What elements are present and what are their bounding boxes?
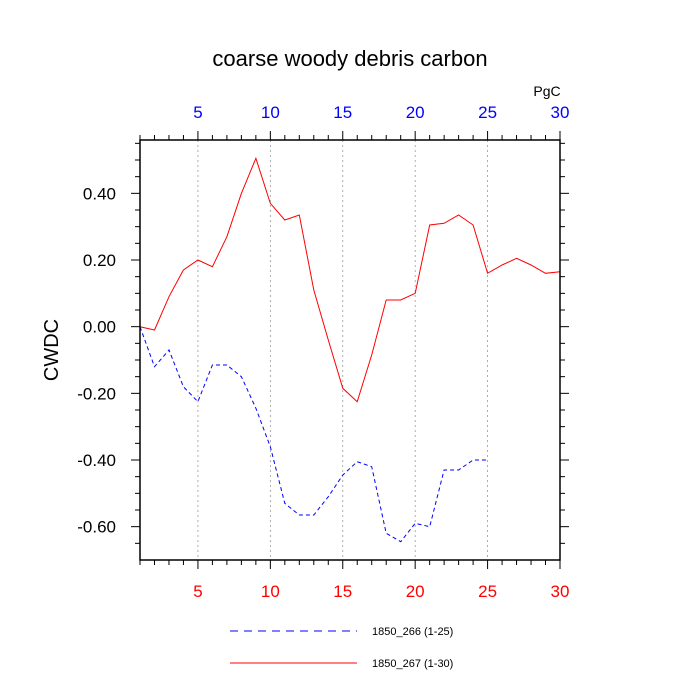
x-tick-label-top: 25 [478,103,497,122]
x-tick-label-bottom: 30 [551,582,570,601]
x-tick-label-top: 30 [551,103,570,122]
y-tick-label: 0.00 [83,318,116,337]
x-tick-label-bottom: 25 [478,582,497,601]
series-line [139,326,488,543]
x-tick-label-top: 5 [193,103,202,122]
y-tick-label: -0.60 [77,518,116,537]
legend-label: 1850_267 (1-30) [372,658,453,670]
chart-title: coarse woody debris carbon [212,46,487,71]
plot-series [139,156,561,543]
grid [197,140,488,560]
x-tick-label-bottom: 15 [333,582,352,601]
y-tick-label: -0.20 [77,384,116,403]
legend: 1850_266 (1-25) 1850_267 (1-30) [230,626,453,670]
x-tick-label-bottom: 5 [193,582,202,601]
series-line [139,156,561,403]
units-label: PgC [533,83,560,99]
y-axis-label: CWDC [41,319,63,381]
plot-frame [139,139,561,561]
x-tick-label-bottom: 20 [406,582,425,601]
y-tick-label: 0.20 [83,251,116,270]
y-tick-label: 0.40 [83,184,116,203]
x-tick-label-bottom: 10 [261,582,280,601]
axis-ticks [131,131,569,569]
x-tick-label-top: 10 [261,103,280,122]
legend-label: 1850_266 (1-25) [372,626,453,638]
tick-labels: 5 10 15 20 25 30 5 10 15 20 25 30 0.40 0.20 0.00 -0.20 -… [77,103,569,601]
x-tick-label-top: 20 [406,103,425,122]
x-tick-label-top: 15 [333,103,352,122]
y-tick-label: -0.40 [77,451,116,470]
